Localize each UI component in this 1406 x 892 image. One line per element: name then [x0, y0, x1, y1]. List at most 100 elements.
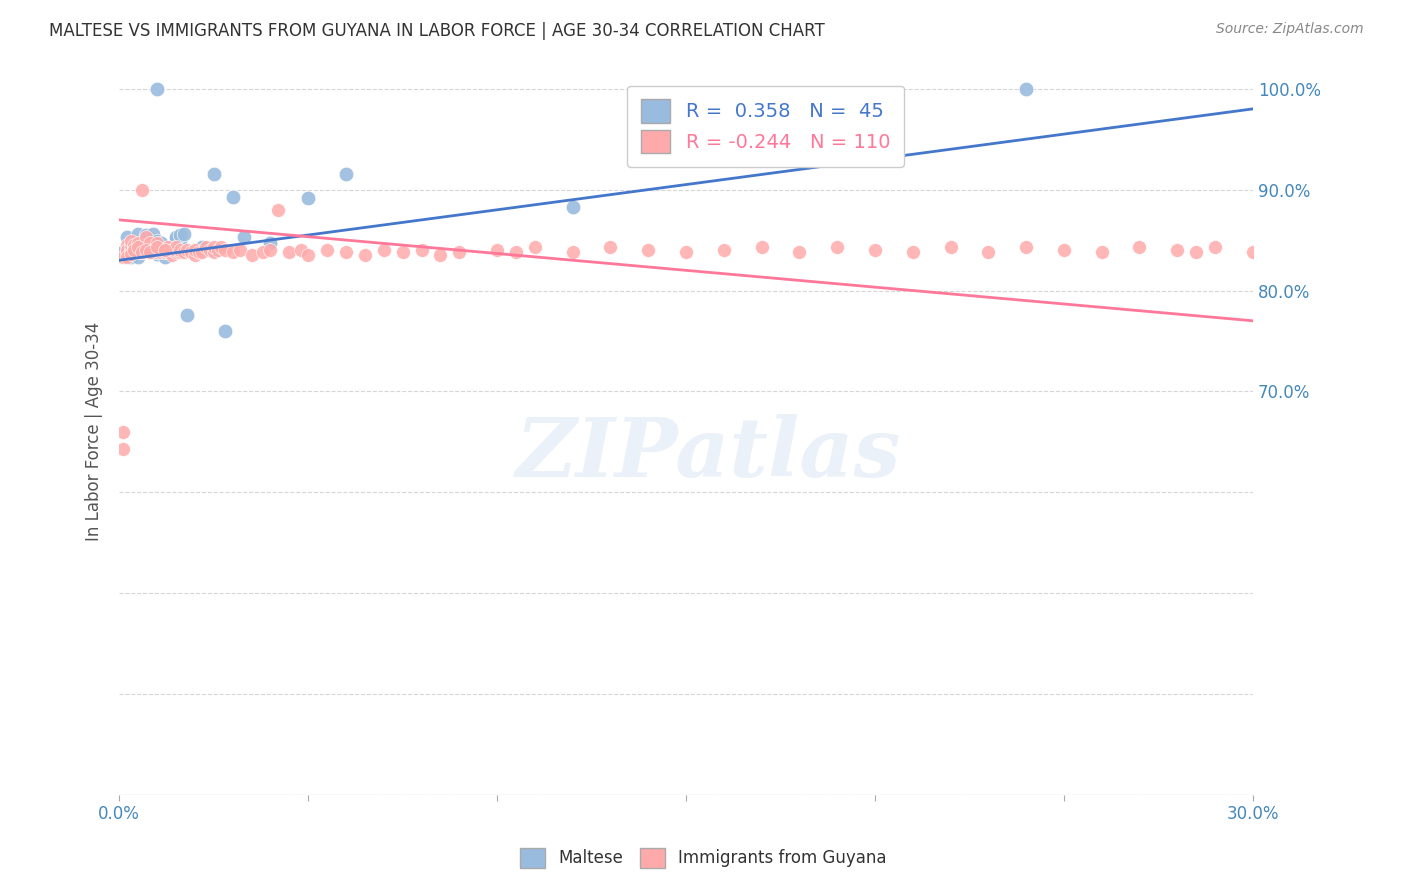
Point: [153, 250, 176, 264]
Point: [675, 245, 697, 260]
Point: [124, 238, 146, 252]
Point: [124, 243, 146, 257]
Point: [391, 245, 413, 260]
Point: [316, 243, 339, 257]
Point: [142, 245, 165, 260]
Point: [191, 240, 214, 254]
Point: [176, 308, 198, 322]
Point: [290, 243, 312, 257]
Point: [127, 243, 149, 257]
Point: [112, 250, 135, 264]
Point: [1185, 245, 1208, 260]
Point: [146, 236, 169, 251]
Point: [142, 243, 165, 257]
Point: [214, 324, 236, 338]
Point: [146, 240, 169, 254]
Point: [157, 241, 180, 255]
Point: [160, 248, 183, 262]
Point: [127, 240, 149, 254]
Point: [120, 250, 142, 264]
Point: [138, 245, 160, 260]
Point: [599, 240, 621, 254]
Point: [120, 247, 142, 261]
Point: [149, 243, 172, 257]
Point: [146, 234, 169, 248]
Point: [112, 442, 135, 456]
Point: [120, 243, 142, 257]
Point: [165, 245, 187, 260]
Text: Source: ZipAtlas.com: Source: ZipAtlas.com: [1216, 22, 1364, 37]
Point: [259, 236, 281, 251]
Point: [1166, 243, 1188, 257]
Point: [184, 243, 207, 257]
Point: [138, 236, 160, 251]
Point: [142, 227, 165, 241]
Point: [411, 243, 433, 257]
Point: [354, 248, 377, 262]
Point: [146, 245, 169, 260]
Point: [153, 243, 176, 257]
Point: [1091, 245, 1114, 260]
Point: [135, 227, 157, 242]
Point: [138, 240, 160, 254]
Point: [449, 245, 471, 260]
Point: [131, 245, 153, 260]
Point: [112, 425, 135, 439]
Point: [335, 168, 357, 182]
Point: [214, 243, 236, 257]
Point: [259, 243, 281, 257]
Point: [115, 243, 138, 257]
Point: [221, 189, 243, 203]
Point: [160, 243, 183, 257]
Point: [157, 245, 180, 260]
Point: [486, 243, 509, 257]
Point: [165, 245, 187, 260]
Legend: Maltese, Immigrants from Guyana: Maltese, Immigrants from Guyana: [513, 841, 893, 875]
Point: [184, 248, 207, 262]
Point: [138, 245, 160, 260]
Point: [207, 243, 229, 257]
Point: [160, 243, 183, 257]
Point: [202, 168, 225, 182]
Point: [173, 227, 195, 241]
Point: [977, 245, 1000, 260]
Point: [1241, 245, 1264, 260]
Point: [157, 240, 180, 254]
Point: [1015, 240, 1038, 254]
Text: ZIPatlas: ZIPatlas: [516, 414, 901, 493]
Point: [180, 245, 202, 260]
Point: [120, 243, 142, 257]
Point: [142, 243, 165, 257]
Point: [165, 230, 187, 244]
Point: [825, 240, 848, 254]
Point: [124, 236, 146, 251]
Point: [297, 248, 319, 262]
Point: [131, 245, 153, 260]
Point: [115, 238, 138, 252]
Point: [169, 227, 191, 242]
Point: [135, 230, 157, 244]
Point: [278, 245, 301, 260]
Point: [135, 243, 157, 257]
Point: [198, 243, 221, 257]
Point: [120, 234, 142, 248]
Legend: R =  0.358   N =  45, R = -0.244   N = 110: R = 0.358 N = 45, R = -0.244 N = 110: [627, 86, 904, 167]
Point: [127, 240, 149, 254]
Point: [135, 238, 157, 252]
Point: [191, 245, 214, 260]
Point: [124, 245, 146, 260]
Point: [1015, 81, 1038, 95]
Point: [195, 240, 218, 254]
Point: [297, 191, 319, 205]
Point: [146, 247, 169, 261]
Point: [160, 245, 183, 260]
Point: [187, 245, 209, 260]
Point: [209, 240, 232, 254]
Point: [127, 227, 149, 241]
Point: [127, 250, 149, 264]
Point: [146, 240, 169, 254]
Point: [901, 245, 924, 260]
Point: [146, 81, 169, 95]
Point: [165, 240, 187, 254]
Point: [112, 245, 135, 260]
